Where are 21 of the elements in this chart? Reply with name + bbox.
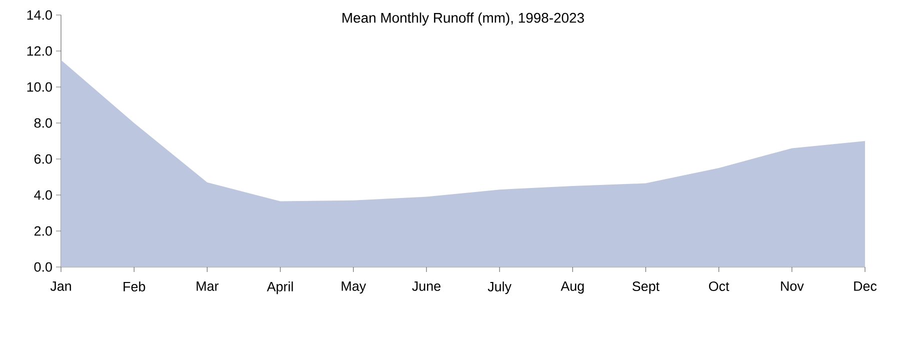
x-tick-label: Jan xyxy=(50,282,71,291)
x-tick-label: Feb xyxy=(124,282,146,292)
x-tick-label: April xyxy=(266,282,293,294)
x-tick-label: Aug xyxy=(560,282,584,294)
x-tick-label: May xyxy=(342,282,366,294)
x-tick-label: July xyxy=(488,282,512,294)
chart-title: Mean Monthly Runoff (mm), 1998-2023 xyxy=(342,12,584,26)
x-tick-label: Nov xyxy=(781,282,804,291)
y-tick-label: 4.0 xyxy=(34,190,52,200)
y-tick-label: 6.0 xyxy=(34,154,52,164)
x-tick-label: June xyxy=(412,282,440,291)
y-tick-label: 8.0 xyxy=(34,118,52,128)
x-tick-label: Mar xyxy=(196,282,219,291)
y-tick-label: 2.0 xyxy=(34,226,52,236)
x-tick-label: Oct xyxy=(709,282,730,292)
y-tick-label: 10.0 xyxy=(27,82,52,92)
y-tick-label: 12.0 xyxy=(27,46,52,56)
x-tick-label: Dec xyxy=(854,282,877,291)
x-tick-label: Sept xyxy=(632,282,660,294)
y-tick-label: 0.0 xyxy=(34,262,52,272)
y-tick-label: 14.0 xyxy=(27,10,52,20)
